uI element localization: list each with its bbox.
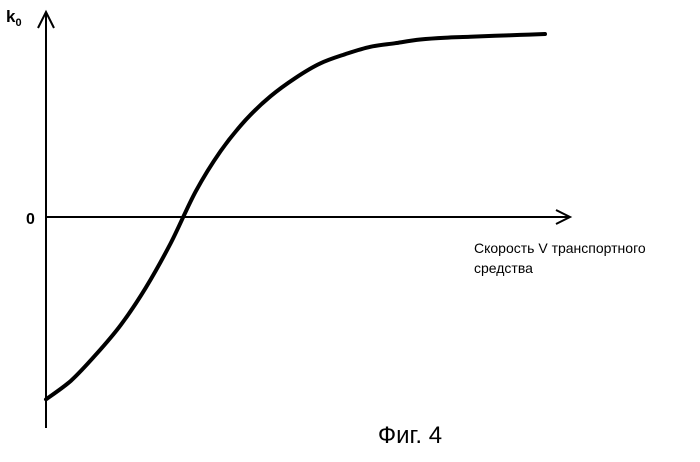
- y-axis-label: k0: [6, 7, 22, 29]
- figure-caption: Фиг. 4: [0, 422, 700, 450]
- y-axis-label-sub: 0: [15, 17, 21, 29]
- x-axis-label-line2: средства: [474, 260, 533, 276]
- x-axis-label-line1: Скорость V транспортного: [474, 240, 646, 256]
- y-tick-label-zero: 0: [26, 211, 35, 228]
